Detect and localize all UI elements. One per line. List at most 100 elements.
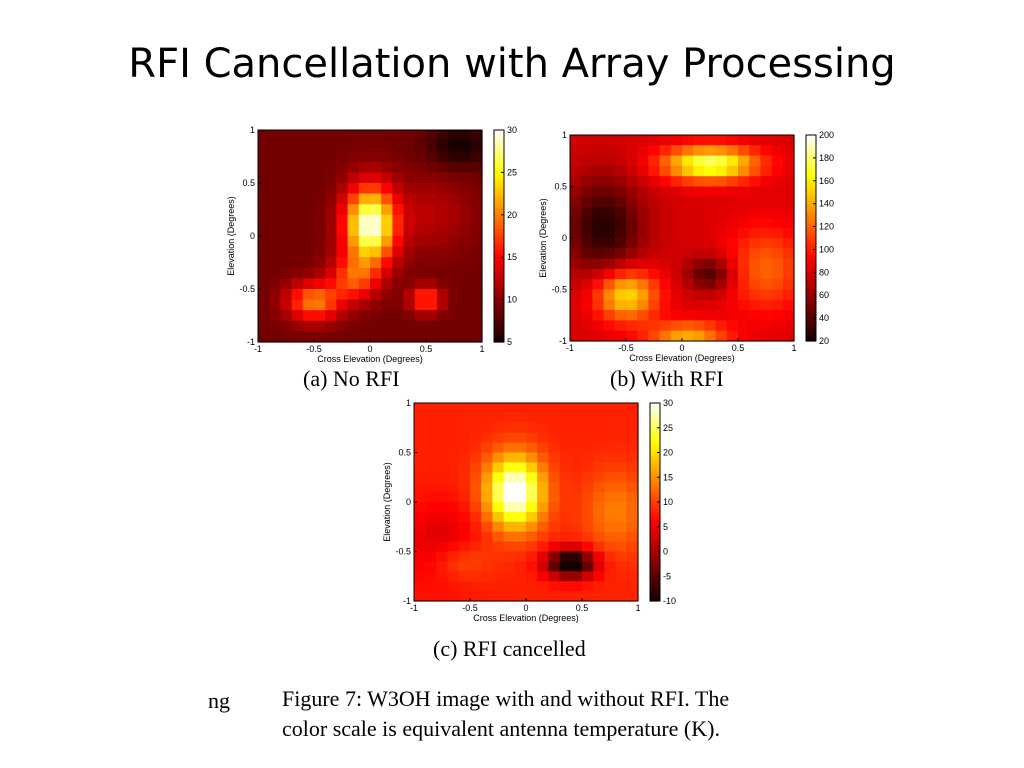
colorbar-segment	[806, 141, 816, 146]
heatmap-cell	[437, 236, 449, 248]
heatmap-cell	[626, 462, 639, 473]
heatmap-cell	[269, 278, 281, 290]
heatmap-cell	[437, 320, 449, 332]
heatmap-cell	[258, 193, 270, 205]
heatmap-cell	[414, 246, 427, 258]
heatmap-cell	[314, 236, 326, 248]
heatmap-cell	[437, 267, 449, 279]
heatmap-cell	[760, 238, 773, 249]
heatmap-cell	[582, 571, 594, 582]
heatmap-cell	[615, 571, 628, 582]
heatmap-cell	[258, 320, 270, 332]
colorbar-segment	[650, 574, 660, 579]
heatmap-cell	[704, 135, 717, 146]
heatmap-cell	[347, 331, 360, 343]
heatmap-cell	[325, 320, 337, 332]
heatmap-cell	[592, 248, 605, 260]
heatmap-cell	[648, 155, 661, 167]
heatmap-cell	[458, 403, 471, 414]
heatmap-cell	[604, 581, 617, 592]
colorbar-segment	[494, 179, 504, 184]
heatmap-cell	[280, 140, 293, 152]
heatmap-cell	[626, 155, 638, 167]
heatmap-cell	[436, 521, 449, 533]
heatmap-cell	[414, 204, 427, 216]
heatmap-cell	[614, 135, 627, 146]
colorbar-segment	[650, 485, 660, 490]
heatmap-cell	[581, 268, 593, 280]
heatmap-cell	[582, 442, 594, 454]
heatmap-cell	[603, 310, 616, 321]
heatmap-cell	[670, 310, 683, 321]
heatmap-cell	[693, 299, 705, 311]
colorbar-segment	[806, 152, 816, 157]
colorbar-segment	[650, 518, 660, 523]
colorbar-segment	[494, 130, 504, 135]
colorbar-segment	[650, 472, 660, 477]
heatmap-cell	[570, 482, 583, 493]
heatmap-cell	[526, 472, 538, 483]
heatmap-cell	[302, 257, 315, 269]
heatmap-cell	[280, 172, 293, 184]
heatmap-cell	[325, 130, 337, 142]
heatmap-cell	[682, 268, 694, 280]
colorbar-segment	[650, 597, 660, 602]
heatmap-cell	[637, 186, 649, 198]
colorbar-segment	[494, 183, 504, 188]
colorbar	[806, 135, 816, 342]
heatmap-cell	[280, 289, 293, 301]
heatmap-cell	[269, 204, 281, 216]
heatmap-cell	[370, 320, 382, 332]
heatmap-cell	[593, 571, 605, 582]
heatmap-cell	[414, 581, 426, 592]
heatmap-cell	[302, 183, 315, 195]
heatmap-cell	[715, 248, 728, 260]
heatmap-cell	[269, 289, 281, 301]
heatmap-cell	[426, 331, 438, 343]
heatmap-cell	[414, 571, 426, 582]
colorbar-segment	[494, 161, 504, 166]
heatmap-cell	[448, 130, 461, 142]
heatmap-cell	[470, 204, 483, 216]
heatmap-cell	[291, 204, 304, 216]
heatmap-cell	[503, 432, 516, 444]
heatmap-cell	[570, 472, 583, 483]
heatmap-cell	[682, 135, 694, 146]
heatmap-cell	[459, 236, 472, 248]
heatmap-cell	[749, 238, 761, 249]
heatmap-cell	[459, 320, 472, 332]
y-tick-label: 1	[562, 130, 567, 140]
colorbar-segment	[494, 207, 504, 212]
heatmap-cell	[458, 502, 471, 513]
colorbar-tick-label: 20	[507, 210, 517, 220]
heatmap-cell	[760, 248, 773, 260]
heatmap-cell	[458, 442, 471, 454]
heatmap-cell	[459, 257, 472, 269]
heatmap-cell	[269, 225, 281, 237]
heatmap-cell	[659, 289, 672, 301]
heatmap-cell	[470, 511, 482, 523]
colorbar	[494, 130, 504, 343]
colorbar-segment	[806, 179, 816, 184]
colorbar-segment	[806, 155, 816, 160]
colorbar-segment	[494, 221, 504, 226]
heatmap-cell	[570, 145, 582, 157]
heatmap-cell	[492, 541, 505, 553]
heatmap-cell	[514, 561, 527, 572]
heatmap-cell	[615, 591, 628, 602]
heatmap-cell	[704, 196, 717, 208]
heatmap-cell	[437, 257, 449, 269]
heatmap-cell	[593, 511, 605, 523]
heatmap-cell	[447, 541, 460, 553]
figure-caption-line-1: Figure 7: W3OH image with and without RF…	[282, 686, 730, 711]
heatmap-cell	[626, 330, 638, 342]
heatmap-cell	[436, 452, 449, 463]
heatmap-cell	[492, 581, 505, 592]
heatmap-cell	[291, 161, 304, 173]
heatmap-cell	[782, 299, 795, 311]
heatmap-cell	[325, 278, 337, 290]
colorbar-tick-label: 30	[507, 125, 517, 135]
heatmap-cell	[626, 299, 638, 311]
heatmap-cell	[559, 452, 572, 463]
heatmap-cell	[481, 531, 493, 543]
